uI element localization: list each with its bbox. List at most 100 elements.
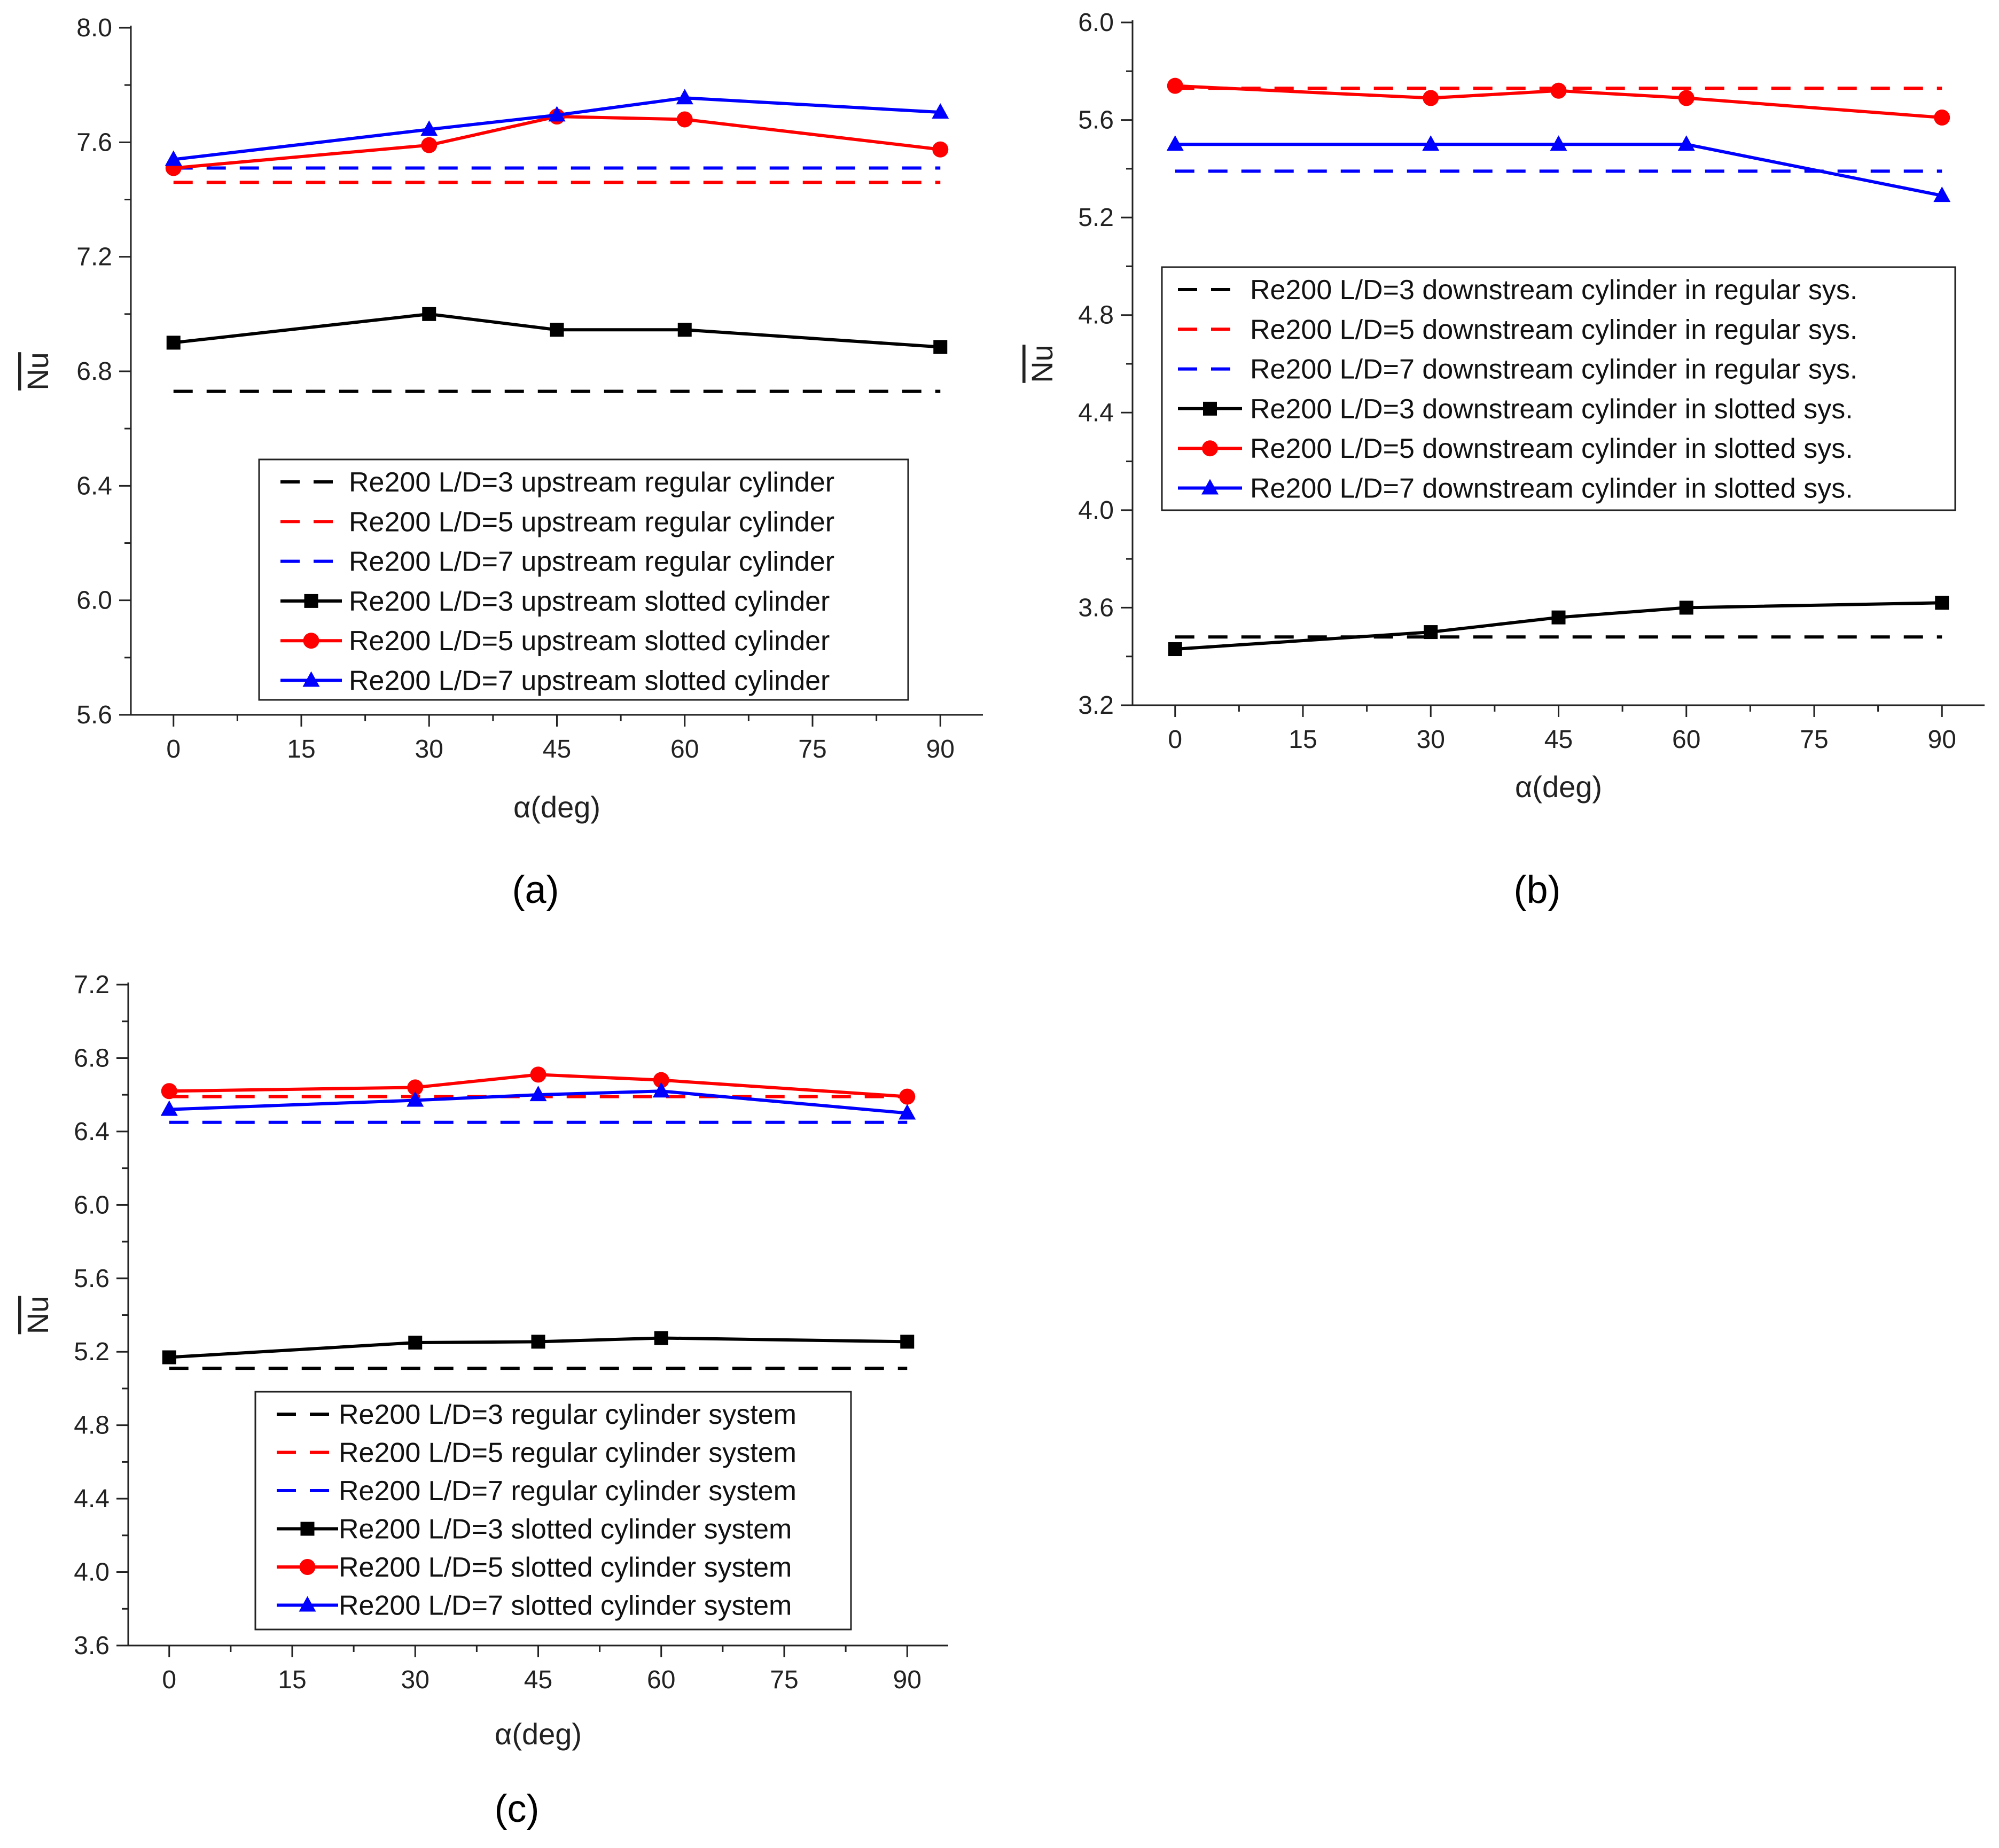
y-tick-label: 5.6 xyxy=(76,701,112,729)
data-point xyxy=(421,137,438,153)
data-point xyxy=(1677,135,1695,151)
data-point xyxy=(932,141,949,158)
legend-entry: Re200 L/D=3 downstream cylinder in regul… xyxy=(1250,275,1857,306)
data-point xyxy=(676,89,693,105)
x-tick-label: 30 xyxy=(415,735,443,763)
chart-panel-c: 3.6 4.0 4.4 4.8 5.2 5.6 6.0 6.4 6.8 7.2 0 15 30 45 60 7… xyxy=(21,971,948,1830)
data-point xyxy=(653,1072,669,1088)
y-tick-label: 4.4 xyxy=(74,1485,110,1513)
y-tick-label: 5.2 xyxy=(1078,204,1114,232)
y-tick-label: 3.6 xyxy=(1078,594,1114,622)
x-tick-label: 30 xyxy=(401,1666,430,1694)
data-point xyxy=(1551,610,1566,625)
legend-entry: Re200 L/D=3 upstream slotted cylinder xyxy=(349,586,830,617)
series xyxy=(165,89,949,166)
x-axis-label: α(deg) xyxy=(513,790,600,824)
x-tick-label: 30 xyxy=(1417,726,1445,754)
legend-entry: Re200 L/D=7 downstream cylinder in slott… xyxy=(1250,473,1853,504)
legend-marker xyxy=(299,1559,316,1575)
legend-entry: Re200 L/D=5 upstream slotted cylinder xyxy=(349,626,830,657)
data-point xyxy=(407,1079,424,1096)
data-point xyxy=(160,1100,178,1116)
data-point xyxy=(408,1336,423,1350)
data-point xyxy=(1424,625,1438,640)
y-tick-label: 5.2 xyxy=(74,1338,110,1366)
y-tick-label: 4.8 xyxy=(1078,301,1114,330)
data-point xyxy=(654,1331,668,1345)
data-point xyxy=(162,1350,176,1364)
legend-box xyxy=(1161,266,1956,511)
legend: Re200 L/D=3 downstream cylinder in regul… xyxy=(1161,266,1956,511)
x-tick-label: 90 xyxy=(893,1666,922,1694)
legend-marker xyxy=(304,594,318,608)
x-tick-label: 15 xyxy=(1289,726,1317,754)
x-tick-label: 45 xyxy=(524,1666,552,1694)
y-axis-label: Nu xyxy=(1025,345,1059,383)
legend-marker xyxy=(302,671,320,687)
data-point xyxy=(652,1082,670,1098)
x-tick-label: 0 xyxy=(1168,726,1182,754)
legend-marker xyxy=(1201,479,1219,495)
panel-label: (b) xyxy=(1514,869,1561,911)
series xyxy=(1167,77,1950,126)
data-point xyxy=(1935,596,1949,610)
legend-entry: Re200 L/D=3 downstream cylinder in slott… xyxy=(1250,394,1853,425)
x-tick-label: 60 xyxy=(647,1666,675,1694)
x-tick-label: 60 xyxy=(1672,726,1700,754)
chart-panel-a: 5.6 6.0 6.4 6.8 7.2 7.6 8.0 0 15 30 45 60 75 90 α(deg)… xyxy=(21,14,983,911)
y-tick-label: 4.4 xyxy=(1078,399,1114,427)
data-point xyxy=(1168,642,1182,657)
x-tick-label: 15 xyxy=(278,1666,306,1694)
data-point xyxy=(1678,90,1695,106)
legend-entry: Re200 L/D=7 slotted cylinder system xyxy=(339,1590,792,1621)
legend: Re200 L/D=3 regular cylinder system Re200… xyxy=(254,1391,852,1631)
y-tick-label: 6.8 xyxy=(76,357,112,386)
data-point xyxy=(166,336,181,350)
data-point xyxy=(900,1335,915,1349)
chart-panel-b: 3.2 3.6 4.0 4.4 4.8 5.2 5.6 6.0 0 15 30 45 60 75 90 α(d… xyxy=(1025,9,1985,911)
data-point xyxy=(1550,135,1567,151)
y-tick-label: 4.0 xyxy=(1078,496,1114,525)
y-tick-label: 6.4 xyxy=(74,1118,110,1146)
y-tick-label: 6.4 xyxy=(76,472,112,500)
legend-entry: Re200 L/D=7 upstream slotted cylinder xyxy=(349,666,830,697)
data-point xyxy=(1422,135,1440,151)
series xyxy=(160,1082,916,1120)
legend-box xyxy=(254,1391,852,1631)
x-tick-label: 75 xyxy=(770,1666,798,1694)
y-tick-label: 7.6 xyxy=(76,128,112,157)
x-tick-label: 90 xyxy=(926,735,955,763)
series xyxy=(162,1331,915,1364)
legend-entry: Re200 L/D=7 upstream regular cylinder xyxy=(349,547,834,578)
legend-box xyxy=(258,458,909,701)
data-point xyxy=(677,323,692,337)
data-point xyxy=(932,103,949,119)
data-point xyxy=(1423,90,1439,106)
x-tick-label: 15 xyxy=(287,735,315,763)
data-point xyxy=(530,1066,546,1083)
panel-label: (c) xyxy=(495,1788,540,1830)
x-tick-label: 0 xyxy=(166,735,181,763)
y-tick-label: 3.6 xyxy=(74,1632,110,1660)
y-tick-label: 4.0 xyxy=(74,1558,110,1587)
series xyxy=(1166,135,1951,202)
x-axis-label: α(deg) xyxy=(1515,770,1602,804)
data-point xyxy=(1550,82,1567,99)
legend-marker xyxy=(1203,401,1217,416)
legend-marker xyxy=(300,1522,315,1536)
y-tick-label: 6.0 xyxy=(76,587,112,615)
legend-entry: Re200 L/D=5 upstream regular cylinder xyxy=(349,506,834,537)
x-tick-label: 60 xyxy=(670,735,699,763)
data-point xyxy=(1933,186,1951,202)
data-point xyxy=(899,1088,916,1105)
data-point xyxy=(1166,135,1184,151)
y-tick-label: 3.2 xyxy=(1078,691,1114,720)
data-point xyxy=(420,120,438,136)
legend-entry: Re200 L/D=5 slotted cylinder system xyxy=(339,1552,792,1583)
data-point xyxy=(1679,601,1693,615)
x-tick-label: 90 xyxy=(1928,726,1956,754)
series xyxy=(166,307,948,354)
y-tick-label: 6.8 xyxy=(74,1044,110,1072)
panel-label: (a) xyxy=(512,869,559,911)
y-tick-label: 5.6 xyxy=(74,1265,110,1293)
